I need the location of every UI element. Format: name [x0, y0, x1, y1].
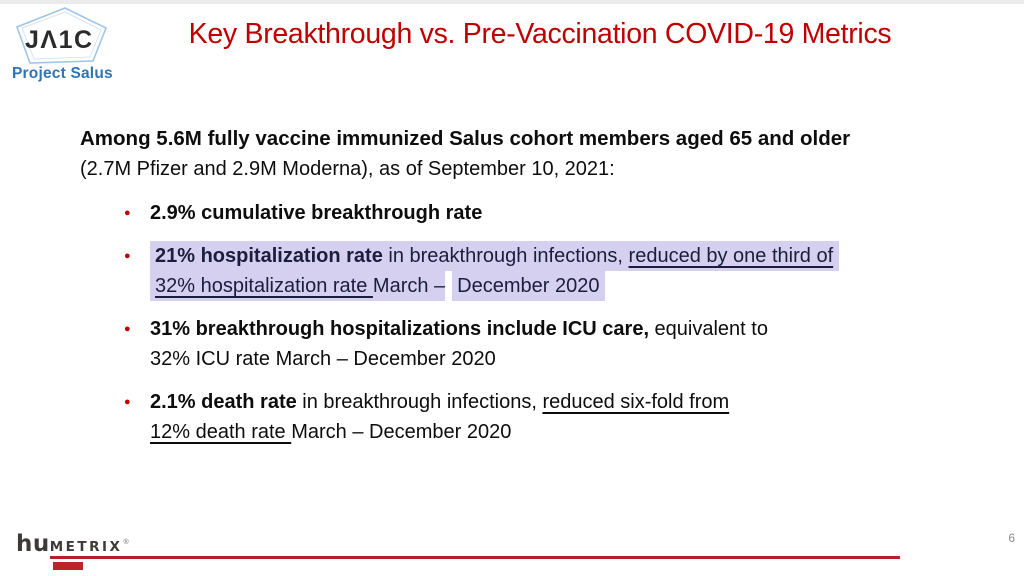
bullet-text: equivalent to [649, 318, 768, 340]
page-number: 6 [1008, 531, 1015, 545]
slide-top-edge [0, 0, 1024, 4]
bullet-line: 21% hospitalization rate in breakthrough… [150, 241, 970, 271]
slide-title: Key Breakthrough vs. Pre-Vaccination COV… [188, 18, 892, 50]
bullet-text: 32% ICU rate March – December 2020 [150, 348, 496, 370]
bullet-text-underlined-highlighted: 32% hospitalization rate [150, 271, 373, 301]
bullet-icu-care: ● 31% breakthrough hospitalizations incl… [80, 314, 970, 374]
humetrix-logo-metrix: METRIX [49, 539, 123, 555]
bullet-text-underlined: reduced six-fold from [542, 391, 730, 413]
humetrix-logo: hu METRIX ® [16, 531, 129, 557]
jaic-logo-text: JΛ1C [25, 26, 94, 54]
bullet-text-highlighted: March – [372, 271, 446, 301]
footer-red-bar [53, 562, 83, 570]
bullet-dot-icon: ● [124, 207, 131, 219]
bullet-death-rate: ● 2.1% death rate in breakthrough infect… [80, 387, 970, 447]
bullet-text: March – December 2020 [291, 421, 512, 443]
slide-body: Among 5.6M fully vaccine immunized Salus… [80, 124, 970, 460]
bullet-text-bold: 2.9% cumulative breakthrough rate [150, 202, 483, 224]
bullet-text-highlighted: December 2020 [452, 271, 606, 301]
humetrix-logo-hu: hu [16, 531, 50, 557]
bullet-text: in breakthrough infections, [296, 391, 543, 413]
registered-mark: ® [123, 539, 129, 546]
bullet-line: 2.9% cumulative breakthrough rate [150, 198, 970, 228]
jaic-logo: JΛ1C Project Salus [10, 6, 130, 83]
bullet-dot-icon: ● [124, 250, 131, 262]
bullet-text-bold: 31% breakthrough hospitalizations includ… [150, 318, 649, 340]
bullet-line: 2.1% death rate in breakthrough infectio… [150, 387, 970, 417]
pentagon-inner-outline [21, 11, 102, 60]
bullet-breakthrough-rate: ● 2.9% cumulative breakthrough rate [80, 198, 970, 228]
intro-line-2: (2.7M Pfizer and 2.9M Moderna), as of Se… [80, 158, 615, 180]
jaic-pentagon-icon: JΛ1C [15, 7, 108, 64]
pentagon-outline [15, 7, 108, 64]
bullet-list: ● 2.9% cumulative breakthrough rate ● 21… [80, 198, 970, 447]
bullet-text-highlighted: in breakthrough infections, [382, 241, 629, 271]
bullet-text-underlined-highlighted: reduced by one third of [628, 241, 840, 271]
bullet-line: 12% death rate March – December 2020 [150, 417, 970, 447]
project-salus-label: Project Salus [12, 65, 113, 82]
bullet-text-bold: 2.1% death rate [150, 391, 297, 413]
bullet-dot-icon: ● [124, 323, 131, 335]
bullet-line: 32% ICU rate March – December 2020 [150, 344, 970, 374]
bullet-line: 32% hospitalization rate March – December… [150, 271, 970, 301]
bullet-text-bold-highlighted: 21% hospitalization rate [150, 241, 383, 271]
intro-line-1: Among 5.6M fully vaccine immunized Salus… [80, 127, 851, 150]
bullet-hospitalization-rate: ● 21% hospitalization rate in breakthrou… [80, 241, 970, 301]
bullet-dot-icon: ● [124, 396, 131, 408]
bullet-text-underlined: 12% death rate [150, 421, 292, 443]
footer-rule-line [50, 556, 900, 559]
bullet-line: 31% breakthrough hospitalizations includ… [150, 314, 970, 344]
